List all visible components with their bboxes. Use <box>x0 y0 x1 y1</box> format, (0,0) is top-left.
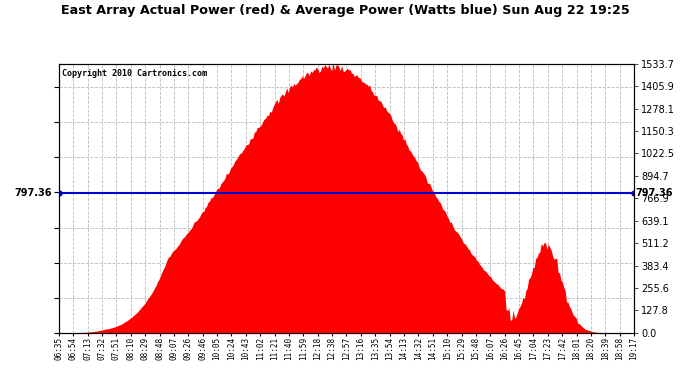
Text: East Array Actual Power (red) & Average Power (Watts blue) Sun Aug 22 19:25: East Array Actual Power (red) & Average … <box>61 4 629 17</box>
Text: 797.36: 797.36 <box>635 188 673 198</box>
Text: Copyright 2010 Cartronics.com: Copyright 2010 Cartronics.com <box>62 69 207 78</box>
Text: 797.36: 797.36 <box>14 188 52 198</box>
